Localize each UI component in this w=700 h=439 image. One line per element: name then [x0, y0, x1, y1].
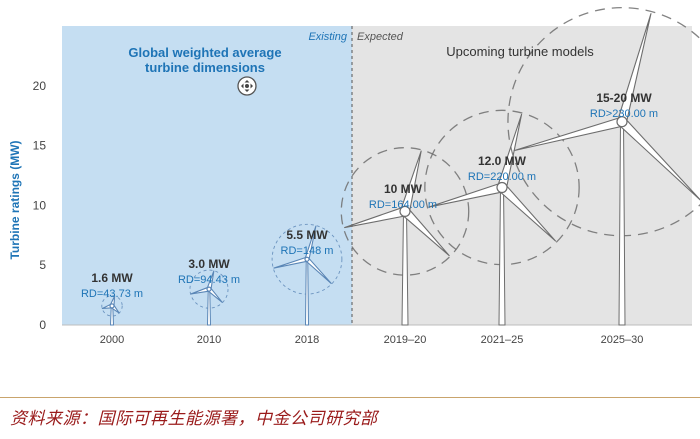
right-region-title: Upcoming turbine models: [446, 44, 594, 59]
y-tick-label: 0: [39, 318, 46, 332]
x-tick-label: 2018: [295, 334, 319, 346]
expected-region-label: Expected: [357, 31, 404, 43]
rating-label: 15-20 MW: [596, 91, 652, 105]
hub: [496, 181, 508, 194]
rotor-diameter-label: RD=43.73 m: [81, 288, 143, 300]
x-tick-label: 2019–20: [384, 334, 427, 346]
tower: [206, 288, 212, 326]
tower: [618, 121, 626, 326]
turbine-4: [424, 109, 580, 326]
y-tick-label: 10: [33, 198, 47, 212]
turbine-0: [101, 295, 123, 326]
hub: [616, 116, 628, 128]
y-tick-label: 5: [39, 258, 46, 272]
hub: [399, 205, 411, 217]
turbine-3: [340, 147, 470, 326]
left-region-title-line1: Global weighted average: [128, 45, 281, 60]
turbine-1: [189, 269, 229, 326]
tower: [498, 186, 506, 326]
rating-label: 10 MW: [384, 182, 423, 196]
tower: [304, 258, 310, 326]
x-tick-label: 2021–25: [481, 334, 524, 346]
rotor-diameter-label: RD>230.00 m: [590, 108, 658, 120]
hub: [206, 286, 212, 292]
y-tick-label: 20: [33, 79, 47, 93]
source-note: 资料来源：国际可再生能源署，中金公司研究部: [10, 409, 378, 429]
rotor-diameter-label: RD=94.43 m: [178, 274, 240, 286]
rotor-circle: [189, 269, 229, 309]
turbine-5: [507, 7, 700, 326]
source-divider: [0, 397, 700, 398]
hub: [109, 303, 115, 309]
rating-label: 3.0 MW: [188, 257, 230, 271]
drag-handle-icon[interactable]: [237, 76, 257, 96]
existing-region-label: Existing: [308, 31, 347, 43]
left-region-title-line2: turbine dimensions: [145, 60, 265, 75]
rating-label: 5.5 MW: [286, 228, 328, 242]
rotor-diameter-label: RD=148 m: [281, 245, 334, 257]
x-tick-label: 2000: [100, 334, 124, 346]
x-tick-label: 2025–30: [601, 334, 644, 346]
y-axis-label: Turbine ratings (MW): [8, 140, 22, 259]
hub: [304, 256, 310, 262]
x-tick-label: 2010: [197, 334, 221, 346]
tower: [401, 210, 409, 326]
rotor-circle: [101, 295, 123, 317]
rating-label: 12.0 MW: [478, 154, 527, 168]
rotor-diameter-label: RD=164.00 m: [369, 199, 437, 211]
rotor-circle: [340, 147, 470, 276]
existing-region-background: [62, 26, 352, 325]
turbine-2: [271, 223, 343, 326]
y-tick-label: 15: [33, 139, 47, 153]
rotor-diameter-label: RD=220.00 m: [468, 171, 536, 183]
rating-label: 1.6 MW: [91, 271, 133, 285]
